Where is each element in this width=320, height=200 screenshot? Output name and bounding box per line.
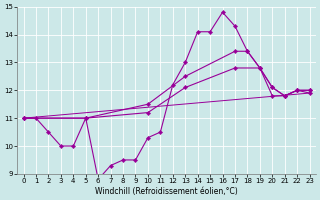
X-axis label: Windchill (Refroidissement éolien,°C): Windchill (Refroidissement éolien,°C) (95, 187, 238, 196)
